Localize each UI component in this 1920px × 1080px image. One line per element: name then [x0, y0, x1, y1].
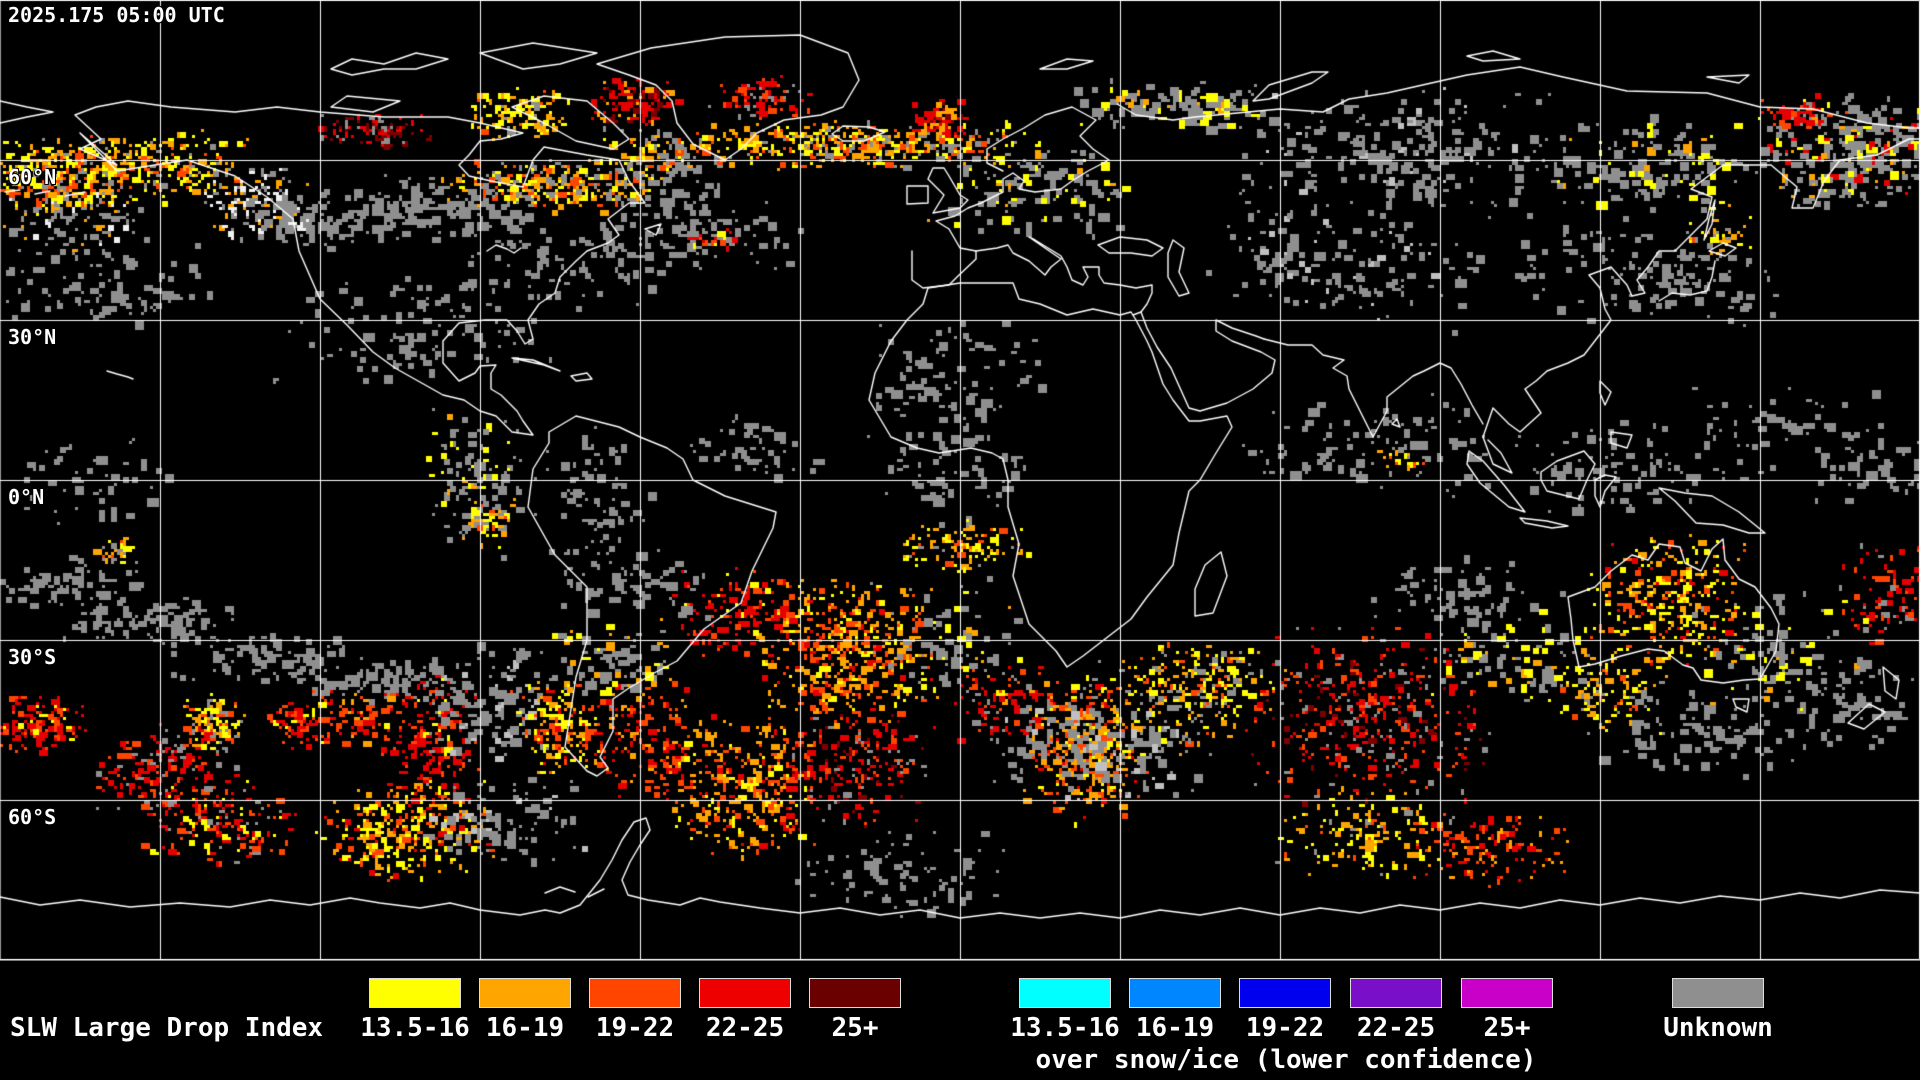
lat-label-1: 30°N [8, 325, 57, 349]
legend-swatch-snow-4 [1350, 978, 1442, 1008]
legend-swatch-snow-3 [1239, 978, 1331, 1008]
legend-label-warm-2: 16-19 [485, 1013, 565, 1043]
lat-label-2: 0°N [8, 485, 45, 509]
legend-label-snow-1: 13.5-16 [1010, 1013, 1120, 1043]
lat-label-4: 60°S [8, 805, 57, 829]
world-map-canvas [0, 0, 1920, 960]
legend-swatch-warm-5 [809, 978, 901, 1008]
legend-swatch-warm-1 [369, 978, 461, 1008]
lat-label-0: 60°N [8, 165, 57, 189]
legend-label-snow-3: 19-22 [1245, 1013, 1325, 1043]
legend-snow-subtitle: over snow/ice (lower confidence) [1035, 1045, 1537, 1075]
legend-label-warm-5: 25+ [831, 1013, 879, 1043]
legend-swatch-snow-2 [1129, 978, 1221, 1008]
legend-swatch-unknown [1672, 978, 1764, 1008]
legend-swatch-warm-2 [479, 978, 571, 1008]
timestamp: 2025.175 05:00 UTC [8, 3, 225, 27]
legend-label-snow-5: 25+ [1483, 1013, 1531, 1043]
legend-label-warm-3: 19-22 [595, 1013, 675, 1043]
legend-label-warm-4: 22-25 [705, 1013, 785, 1043]
lat-label-3: 30°S [8, 645, 57, 669]
legend-swatch-warm-4 [699, 978, 791, 1008]
legend-label-warm-1: 13.5-16 [360, 1013, 470, 1043]
legend-swatch-snow-1 [1019, 978, 1111, 1008]
legend-label-snow-2: 16-19 [1135, 1013, 1215, 1043]
legend-title: SLW Large Drop Index [10, 1013, 324, 1043]
map-legend-divider [0, 960, 1920, 961]
legend-label-unknown: Unknown [1663, 1013, 1773, 1043]
legend-label-snow-4: 22-25 [1356, 1013, 1436, 1043]
legend-swatch-warm-3 [589, 978, 681, 1008]
legend-swatch-snow-5 [1461, 978, 1553, 1008]
